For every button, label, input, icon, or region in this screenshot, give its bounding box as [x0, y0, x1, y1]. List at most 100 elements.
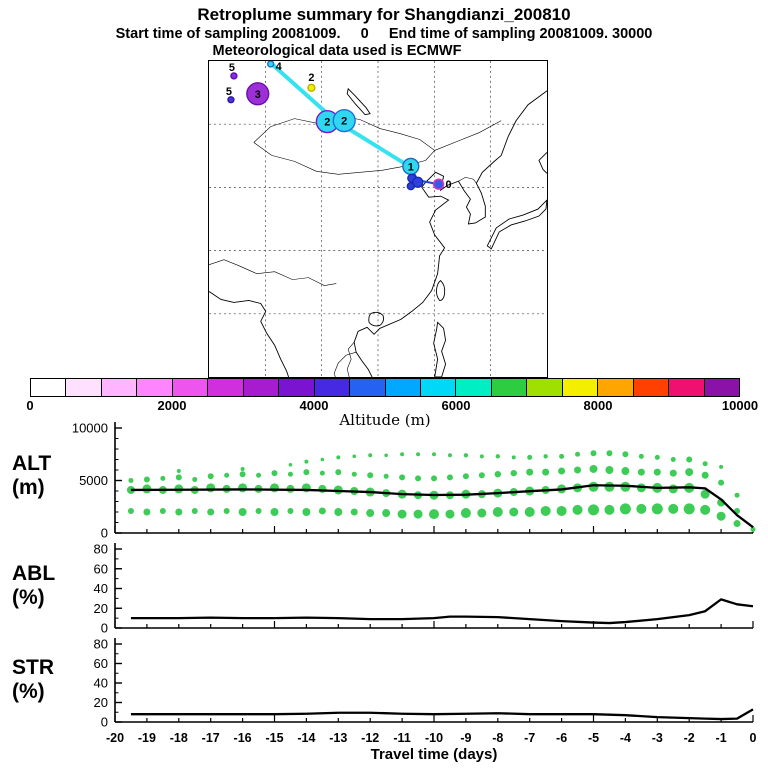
colorbar-segment	[350, 379, 386, 396]
altitude-fraction-dot	[336, 455, 341, 460]
altitude-fraction-dot	[619, 503, 631, 515]
altitude-fraction-dot	[733, 520, 741, 528]
y-tick-label: 60	[94, 561, 108, 576]
altitude-fraction-dot	[559, 453, 565, 459]
altitude-fraction-dot	[700, 489, 710, 499]
altitude-fraction-dot	[413, 509, 423, 519]
cluster-circle	[412, 176, 424, 188]
colorbar-segment	[31, 379, 67, 396]
altitude-fraction-dot	[224, 472, 230, 478]
x-tick-label: -20	[106, 731, 124, 745]
cluster-number-label: 3	[255, 89, 261, 101]
colorbar-segment	[137, 379, 173, 396]
altitude-fraction-dot	[479, 454, 484, 459]
colorbar-segment	[456, 379, 492, 396]
str-axis-label-line2: (%)	[12, 680, 45, 703]
y-tick-label: 40	[94, 676, 108, 691]
altitude-fraction-dot	[574, 466, 582, 474]
altitude-fraction-dot	[462, 473, 469, 480]
altitude-fraction-dot	[431, 475, 437, 482]
panel-ALT: 0 5000 10000	[72, 421, 756, 541]
met-data-line: Meteorological data used is ECMWF	[212, 43, 462, 59]
altitude-fraction-dot	[718, 479, 725, 486]
cluster-circle	[230, 72, 238, 80]
panel-STR: 0 20 40 60 80	[94, 637, 754, 730]
altitude-fraction-dot	[750, 526, 756, 532]
altitude-fraction-dot	[478, 472, 485, 479]
colorbar-segment	[704, 379, 740, 396]
altitude-fraction-dot	[446, 474, 453, 481]
colorbar-tick-label: 8000	[583, 398, 613, 413]
colorbar-ticks: 0 2000 4000 6000 8000 10000	[26, 398, 758, 413]
cluster-circle	[267, 61, 275, 68]
altitude-fraction-dot	[734, 492, 740, 498]
colorbar-segment	[66, 379, 102, 396]
altitude-fraction-dot	[127, 507, 134, 514]
map-svg: 455 322 210	[208, 60, 548, 378]
altitude-fraction-dot	[590, 450, 597, 457]
colorbar-tick-label: 4000	[299, 398, 329, 413]
x-tick-label: -10	[425, 731, 443, 745]
colorbar-tick-label: 10000	[721, 398, 759, 413]
y-tick-label: 5000	[79, 473, 108, 488]
colorbar-segment	[101, 379, 138, 396]
altitude-fraction-dot	[605, 466, 614, 474]
colorbar-tick-label: 6000	[441, 398, 471, 413]
y-tick-label: 0	[101, 526, 108, 541]
altitude-fraction-dot	[495, 454, 500, 459]
altitude-fraction-dot	[668, 484, 678, 494]
altitude-fraction-dot	[383, 473, 389, 479]
altitude-fraction-dot	[669, 469, 677, 477]
figure-title: Retroplume summary for Shangdianzi_20081…	[197, 5, 571, 24]
altitude-fraction-dot	[143, 508, 151, 516]
x-tick-label: -5	[588, 731, 599, 745]
altitude-fraction-dot	[654, 454, 660, 460]
x-axis-title: Travel time (days)	[370, 746, 498, 763]
altitude-fraction-dot	[477, 508, 487, 518]
map-country-borders	[209, 115, 502, 377]
altitude-fraction-dot	[159, 507, 166, 514]
altitude-fraction-dot	[540, 505, 551, 516]
altitude-fraction-dot	[588, 504, 599, 516]
altitude-fraction-dot	[509, 507, 519, 517]
altitude-fraction-dot	[304, 459, 309, 464]
map-cluster-markers: 455 322 210	[226, 61, 452, 191]
cluster-number-label: 2	[341, 116, 347, 128]
cluster-circle	[307, 83, 316, 93]
alt-axis-label-line2: (m)	[12, 476, 45, 499]
x-tick-labels: -20 -19 -18 -17 -16 -15 -14 -13 -12 -11 -10 -9 -8 -7-…	[106, 731, 757, 745]
y-tick-label: 20	[94, 695, 108, 710]
altitude-fraction-dot	[416, 452, 421, 457]
altitude-fraction-dot	[510, 469, 517, 477]
colorbar-segments	[31, 379, 740, 396]
colorbar-segment	[491, 379, 528, 396]
altitude-fraction-dot	[270, 483, 279, 493]
cluster-number-label: 2	[308, 72, 314, 84]
altitude-fraction-dot	[701, 471, 709, 479]
mean-line	[130, 484, 754, 529]
x-tick-label: -13	[329, 731, 347, 745]
x-tick-label: -4	[620, 731, 631, 745]
cluster-number-label: 4	[276, 61, 283, 73]
colorbar-segment	[598, 379, 634, 396]
abl-axis-label-line2: (%)	[12, 586, 45, 609]
altitude-fraction-dot	[288, 462, 293, 467]
altitude-fraction-dot	[460, 508, 471, 519]
altitude-fraction-dot	[255, 507, 262, 514]
cluster-circle	[406, 182, 415, 191]
altitude-fraction-dot	[160, 475, 166, 481]
colorbar-segment	[279, 379, 315, 396]
altitude-fraction-dot	[447, 453, 452, 458]
altitude-fraction-dot	[604, 504, 615, 515]
mean-line	[130, 708, 754, 721]
cluster-circle	[432, 178, 445, 190]
y-tick-label: 80	[94, 542, 108, 557]
x-tick-label: -2	[684, 731, 695, 745]
x-tick-label: -6	[556, 731, 567, 745]
x-tick-label: -14	[297, 731, 315, 745]
x-tick-label: -3	[652, 731, 663, 745]
altitude-fraction-dot	[606, 450, 613, 457]
x-tick-label: -8	[492, 731, 503, 745]
altitude-fraction-dot	[128, 478, 134, 483]
